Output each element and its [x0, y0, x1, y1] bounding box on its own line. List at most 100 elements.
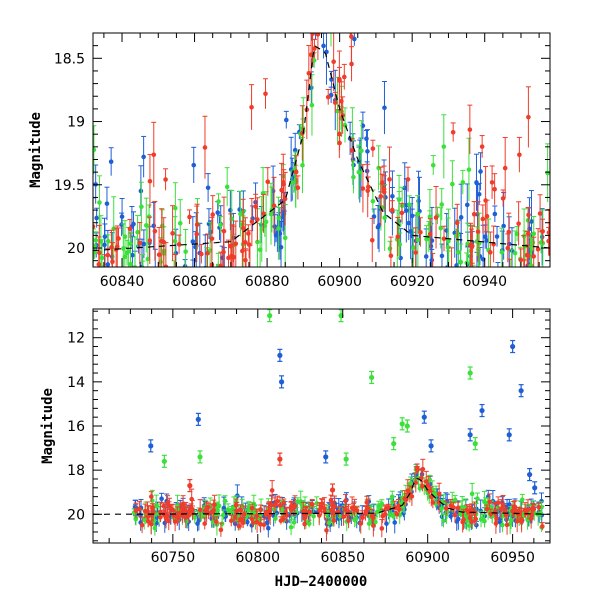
p0-blue-point [131, 221, 136, 227]
p1-red-point [528, 516, 534, 522]
p0-green-point [411, 245, 416, 251]
p1-red-point [396, 503, 401, 509]
p0-red-point [209, 236, 215, 242]
p1-red-point [498, 506, 504, 512]
p1-green-point [216, 503, 222, 509]
p0-red-point [315, 33, 321, 37]
p0-red-point [255, 217, 260, 222]
p0-green-point [99, 255, 105, 261]
p0-green-point [454, 233, 459, 239]
p0-ytick-label: 20 [67, 241, 85, 257]
p0-blue-point [529, 219, 534, 224]
p0-blue-point [321, 43, 326, 49]
p0-red-point [271, 203, 277, 208]
p0-red-point [187, 214, 192, 220]
p1-green-point [389, 494, 395, 500]
p0-red-point [205, 250, 210, 256]
p0-red-point [489, 180, 495, 185]
p0-green-point [216, 199, 221, 204]
p0-green-point [126, 249, 131, 254]
p0-red-point [479, 144, 485, 149]
p0-red-point [454, 220, 460, 226]
p0-red-point [152, 228, 158, 234]
p0-red-point [540, 229, 545, 234]
p0-green-point [446, 272, 451, 277]
p1-blue-outlier-point [510, 343, 516, 350]
p1-red-point [371, 523, 376, 528]
p0-red-point [405, 177, 411, 182]
p1-red-point [370, 515, 376, 520]
p0-red-point [280, 180, 286, 185]
p1-blue-point [448, 513, 453, 519]
p1-red-point [310, 502, 315, 507]
p1-red-point [228, 518, 234, 524]
p0-red-point [450, 129, 456, 135]
p1-red-point [331, 518, 337, 523]
p1-blue-outlier-point [277, 352, 283, 358]
p0-blue-point [108, 159, 114, 165]
p0-green-point [97, 200, 102, 205]
p0-red-point [349, 34, 354, 39]
p0-red-point [387, 177, 392, 182]
p0-red-point [378, 194, 384, 199]
p0-green-point [466, 167, 472, 172]
p1-red-point [146, 518, 151, 524]
p0-green-point [224, 184, 230, 190]
p0-green-point [476, 268, 481, 273]
p0-green-point [430, 162, 436, 168]
p1-blue-outlier-point [278, 379, 285, 385]
p1-green-point [478, 516, 484, 522]
p1-red-point [236, 523, 242, 529]
p1-red-point [405, 488, 411, 493]
p1-green-point [482, 499, 487, 505]
p0-red-point [430, 268, 435, 273]
p0-red-point [505, 245, 511, 251]
p1-red-point [275, 498, 280, 504]
p1-red-point [186, 513, 192, 518]
p0-data-points [93, 33, 550, 298]
p0-ticks: 60840 60860 60880 60900 60920 60940 18.5 19 19.5… [54, 32, 550, 290]
p0-green-point [415, 237, 421, 243]
p1-green-outlier-point [404, 423, 410, 429]
p0-green-point [172, 238, 178, 244]
p0-blue-point [275, 230, 280, 236]
p1-red-point [358, 521, 364, 526]
p1-green-point [373, 519, 378, 525]
p1-green-point [326, 520, 332, 526]
p0-green-point [177, 220, 183, 226]
p0-green-point [455, 250, 461, 255]
p0-green-point [441, 144, 447, 149]
p1-red-point [514, 518, 520, 524]
p1-red-point [318, 505, 324, 510]
p1-green-outlier-point [369, 374, 375, 381]
p0-red-point [249, 219, 255, 224]
p0-red-point [218, 263, 224, 267]
p1-red-point [263, 512, 269, 518]
p1-red-point [250, 520, 256, 526]
p1-green-point [482, 518, 487, 524]
p0-green-point [238, 211, 243, 217]
p0-red-point [366, 184, 371, 190]
p1-green-point [441, 518, 446, 524]
p0-green-point [229, 216, 235, 222]
p0-blue-point [104, 201, 110, 206]
p0-green-point [105, 239, 111, 244]
p0-red-point [265, 179, 271, 184]
p0-green-point [117, 293, 122, 298]
p1-red-point [133, 508, 139, 513]
p0-red-point [240, 225, 246, 231]
p0-red-point [413, 250, 418, 255]
p0-red-point [249, 104, 254, 110]
p0-green-point [450, 181, 455, 187]
p0-blue-point [191, 162, 197, 168]
p0-green-point [370, 198, 376, 204]
p1-red-point [269, 488, 275, 493]
panel-top: 60840 60860 60880 60900 60920 60940 18.5 19 19.5… [28, 32, 551, 298]
p1-red-point [233, 502, 239, 508]
p1-green-point [500, 522, 505, 528]
p0-green-point [128, 261, 133, 267]
p0-green-point [379, 204, 384, 210]
p1-blue-point [159, 496, 164, 502]
p1-ylabel: Magnitude [40, 388, 56, 464]
p1-fit-curve [93, 477, 550, 515]
